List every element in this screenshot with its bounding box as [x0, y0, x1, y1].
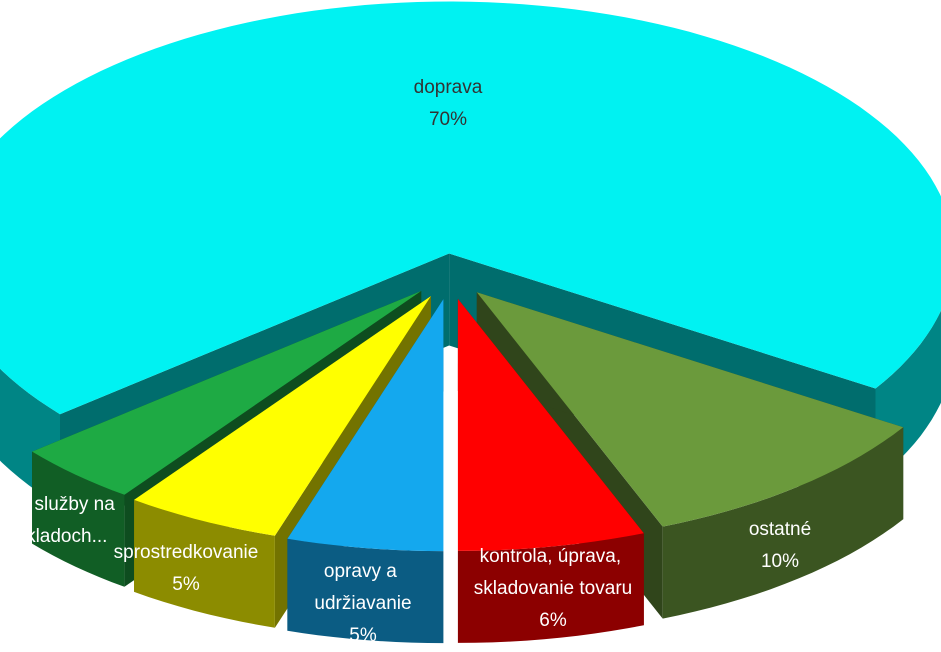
label-line: iné služby na: [4, 494, 120, 515]
label-line: skladovanie tovaru: [474, 578, 632, 599]
label-line: ostatné: [749, 519, 811, 540]
value-label: 5%: [349, 625, 377, 646]
value-label: 5%: [172, 574, 200, 595]
value-label: 70%: [429, 109, 467, 130]
category-label: ostatné: [749, 519, 811, 540]
slice-wall: [662, 427, 904, 619]
label-line: skladoch...: [17, 526, 108, 547]
slice-wall: [32, 451, 125, 587]
label-line: kontrola, úprava,: [480, 546, 627, 567]
slice: [32, 291, 422, 495]
slice-wall: [287, 538, 444, 644]
slice: [134, 296, 431, 536]
slice: [457, 298, 644, 551]
category-label: sprostredkovanie: [114, 542, 259, 563]
category-label: doprava: [414, 77, 483, 98]
label-line: udržiavanie: [314, 593, 411, 614]
label-line: doprava: [414, 77, 483, 98]
slice: [0, 1, 941, 415]
category-label: opravy a udržiavanie: [314, 561, 411, 614]
slice-wall: [457, 533, 644, 643]
slice-wall: [134, 499, 275, 628]
category-label: kontrola, úprava, skladovanie tovaru: [474, 546, 632, 599]
label-line: sprostredkovanie: [114, 542, 259, 563]
label-line: opravy a: [324, 561, 402, 582]
slice: [287, 299, 444, 552]
value-label: 10%: [761, 551, 799, 572]
value-label: 6%: [539, 610, 567, 631]
slice: [476, 292, 904, 527]
category-label: iné služby na skladoch...: [4, 494, 120, 547]
